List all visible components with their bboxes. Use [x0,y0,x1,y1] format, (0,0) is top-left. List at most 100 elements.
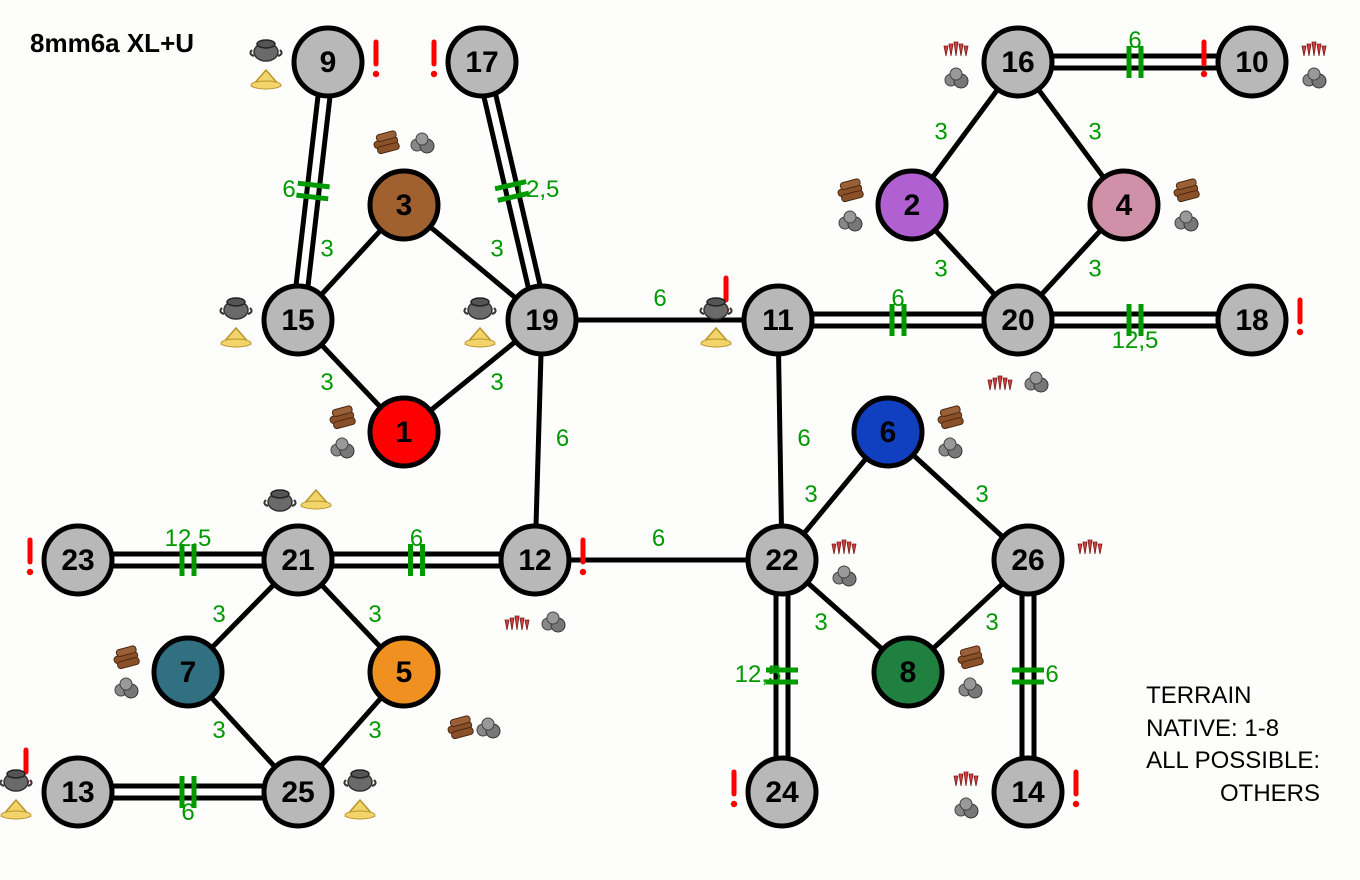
node-2: 2 [878,171,946,239]
edge-weight: 3 [490,236,503,263]
edge-weight: 6 [797,425,810,452]
node-18: 18 [1218,286,1303,354]
edge-weight: 3 [975,481,988,508]
crystal-icon [505,616,529,630]
edge: 12,5 [476,61,559,322]
node-label: 20 [1001,304,1034,337]
crystal-icon [1302,42,1326,56]
node-label: 11 [762,304,794,337]
edge: 6 [778,285,1018,336]
edge-weight: 6 [556,425,569,452]
bang-icon [731,772,737,807]
edge-weight: 3 [814,609,827,636]
edge-weight: 3 [368,601,381,628]
wood-icon [1173,178,1200,202]
ore-icon [331,438,354,458]
node-label: 4 [1116,189,1133,222]
edge-weight: 3 [985,609,998,636]
node-23: 23 [27,526,112,594]
node-8: 8 [874,638,942,706]
bang-icon [27,540,33,575]
ore-icon [1303,68,1326,88]
node-3: 3 [370,171,438,239]
node-label: 1 [396,416,413,449]
edge: 6 [282,61,334,320]
node-13: 13 [23,750,112,826]
ore-icon [542,612,565,632]
gold-icon [345,800,375,819]
node-label: 18 [1235,304,1268,337]
node-17: 17 [431,28,516,96]
pot-icon [344,770,375,791]
edge: 6 [298,525,535,576]
ore-icon [1175,211,1198,231]
ore-icon [477,718,500,738]
edge-weight: 3 [212,601,225,628]
node-11: 11 [723,278,812,354]
wood-icon [373,130,400,154]
node-9: 9 [294,28,379,96]
node-label: 13 [61,776,94,809]
node-7: 7 [154,638,222,706]
ore-icon [955,798,978,818]
ore-icon [411,133,434,153]
wood-icon [837,178,864,202]
node-label: 9 [320,46,337,79]
edge-weight: 3 [212,717,225,744]
edge-weight: 3 [1088,256,1101,283]
ore-icon [959,678,982,698]
network-diagram: 612,56333333663312,566612,5633336333312,… [0,0,1360,880]
gold-icon [301,490,331,509]
node-15: 15 [264,286,332,354]
node-label: 17 [465,46,498,79]
ore-icon [945,68,968,88]
crystal-icon [944,42,968,56]
pot-icon [250,40,281,61]
edge-weight: 6 [181,799,194,826]
node-4: 4 [1090,171,1158,239]
ore-icon [833,566,856,586]
edge: 6 [535,525,782,560]
edge-weight: 6 [653,285,666,312]
gold-icon [251,70,281,89]
node-label: 22 [765,544,798,577]
bang-icon [1201,42,1207,77]
node-label: 10 [1235,46,1268,79]
gold-icon [701,328,731,347]
edge-weight: 3 [490,369,503,396]
pot-icon [264,490,295,511]
node-label: 26 [1011,544,1044,577]
node-24: 24 [731,758,816,826]
edge-weight: 3 [804,481,817,508]
node-label: 21 [281,544,314,577]
node-label: 6 [880,416,897,449]
edge-weight: 6 [282,176,295,203]
edge-weight: 6 [410,525,423,552]
crystal-icon [832,540,856,554]
node-25: 25 [264,758,332,826]
bang-icon [580,540,586,575]
wood-icon [329,405,356,429]
edges-layer: 612,56333333663312,566612,5633336333312,… [78,27,1252,826]
edge-weight: 3 [320,236,333,263]
node-label: 24 [765,776,799,809]
node-14: 14 [994,758,1079,826]
edge-weight: 6 [652,525,665,552]
node-label: 12 [518,544,551,577]
gold-icon [221,328,251,347]
crystal-icon [954,772,978,786]
pot-icon [220,298,251,319]
node-label: 23 [61,544,94,577]
ore-icon [1025,372,1048,392]
node-19: 19 [508,286,576,354]
edge-weight: 12,5 [513,176,560,203]
nodes-layer: 9171610324151911201816232112222675813252… [23,28,1303,826]
edge-weight: 3 [934,256,947,283]
edge-weight: 3 [320,369,333,396]
edge-weight: 12,5 [1112,327,1159,354]
node-1: 1 [370,398,438,466]
node-5: 5 [370,638,438,706]
ore-icon [839,211,862,231]
bang-icon [373,42,379,77]
bang-icon [1297,300,1303,335]
